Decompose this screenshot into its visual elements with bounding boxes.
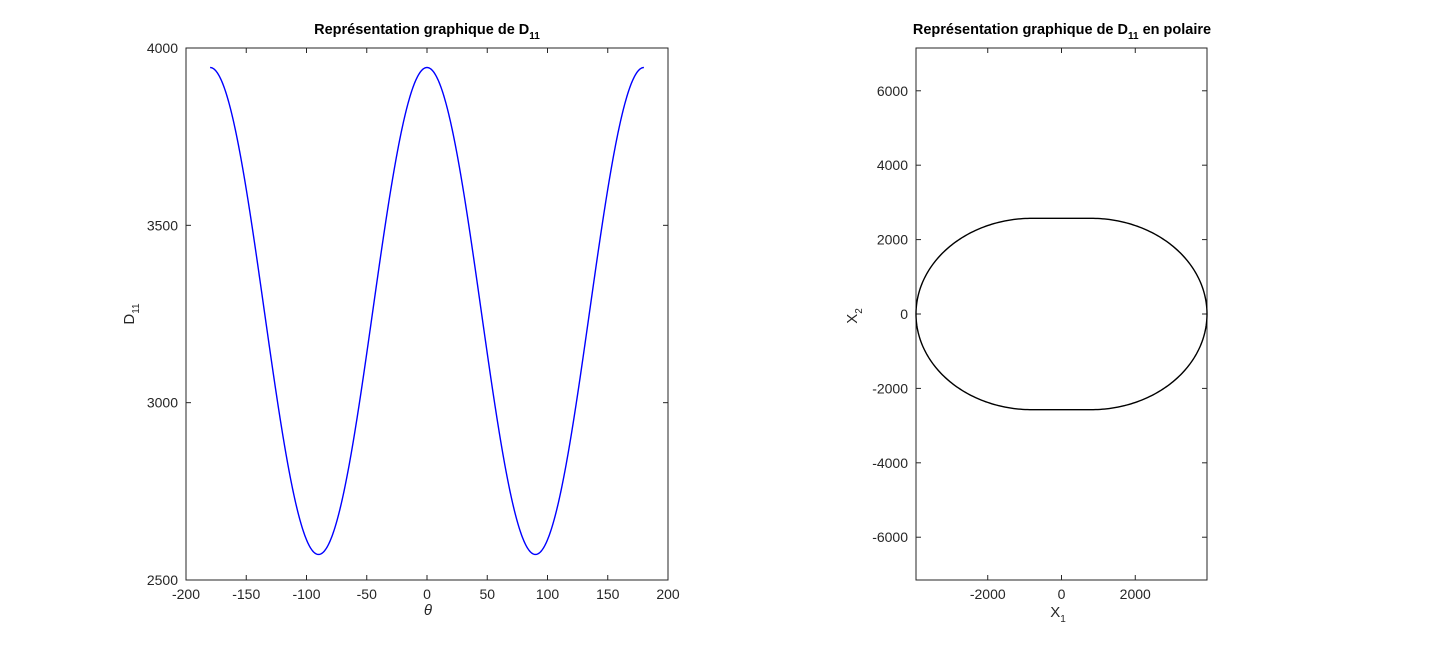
chart1-xtick-label: -200 — [172, 586, 200, 602]
chart2-ytick-label: 4000 — [877, 157, 908, 173]
chart2-xtick-label: -2000 — [970, 586, 1006, 602]
chart1-ticks: -200 -150 -100 -50 0 50 100 150 200 2500 3000 3500 4… — [147, 40, 680, 602]
chart-cartesian: Représentation graphique de D11 -200 -150… — [121, 22, 680, 619]
chart2-xlabel: X1 — [1050, 604, 1066, 625]
chart1-axes-box — [185, 47, 669, 581]
chart2-ytick-label: 0 — [900, 306, 908, 322]
chart1-ylabel: D11 — [121, 303, 142, 325]
chart1-xtick-label: 200 — [656, 586, 680, 602]
chart2-series-line — [915, 217, 1208, 411]
chart1-xtick-label: -150 — [232, 586, 260, 602]
chart-polar: Représentation graphique de D11 en polai… — [844, 22, 1211, 625]
chart2-ytick-label: -6000 — [872, 529, 908, 545]
chart1-xtick-label: -100 — [292, 586, 320, 602]
chart2-ticks: -2000 0 2000 -6000 -4000 -2000 0 2000 4000 6000 — [872, 48, 1207, 602]
chart2-ytick-label: -2000 — [872, 380, 908, 396]
chart1-xtick-label: 150 — [596, 586, 620, 602]
chart1-xtick-label: 100 — [536, 586, 560, 602]
chart2-xtick-label: 2000 — [1120, 586, 1151, 602]
chart1-xtick-label: 50 — [479, 586, 495, 602]
chart1-ytick-label: 4000 — [147, 40, 178, 56]
chart2-ylabel: X2 — [844, 308, 865, 324]
chart1-series-line — [210, 66, 644, 556]
chart2-ytick-label: -4000 — [872, 455, 908, 471]
chart2-xtick-label: 0 — [1058, 586, 1066, 602]
chart1-xtick-label: 0 — [423, 586, 431, 602]
chart2-ytick-label: 6000 — [877, 83, 908, 99]
chart1-xlabel: θ — [424, 602, 432, 619]
chart1-ytick-label: 3500 — [147, 217, 178, 233]
chart2-ytick-label: 2000 — [877, 232, 908, 248]
chart2-title: Représentation graphique de D11 en polai… — [913, 22, 1211, 42]
chart1-xtick-label: -50 — [357, 586, 377, 602]
chart1-ytick-label: 3000 — [147, 395, 178, 411]
chart1-title: Représentation graphique de D11 — [314, 22, 540, 42]
chart1-ytick-label: 2500 — [147, 572, 178, 588]
